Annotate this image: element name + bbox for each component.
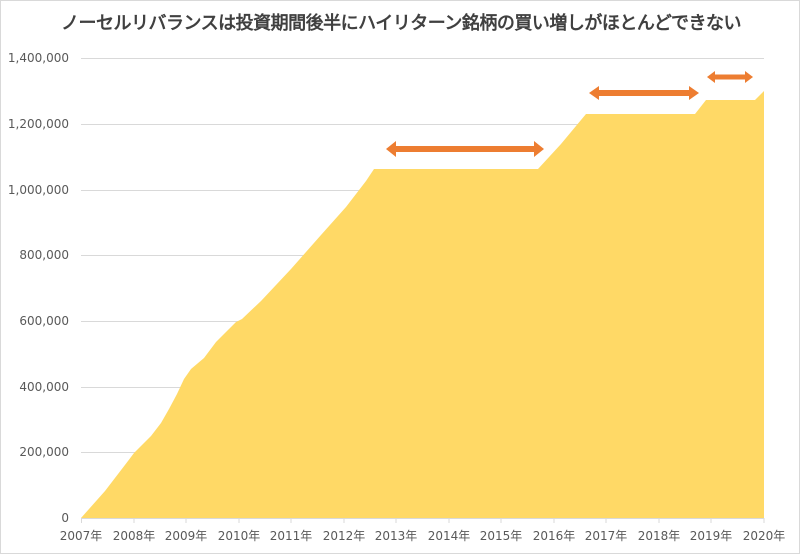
x-tick-label: 2013年 — [374, 529, 418, 543]
annotation-arrow-3 — [707, 71, 753, 83]
y-tick-label: 1,200,000 — [7, 117, 69, 131]
y-tick-label: 400,000 — [19, 380, 69, 394]
x-tick-label: 2020年 — [742, 529, 786, 543]
x-tick-label: 2014年 — [427, 529, 471, 543]
x-axis-ticks — [81, 518, 765, 523]
x-tick-label: 2007年 — [59, 529, 103, 543]
x-tick-label: 2010年 — [217, 529, 261, 543]
x-tick-label: 2017年 — [584, 529, 628, 543]
x-tick-label: 2018年 — [637, 529, 681, 543]
y-tick-label: 600,000 — [19, 314, 69, 328]
y-tick-label: 200,000 — [19, 445, 69, 459]
y-tick-label: 1,400,000 — [7, 51, 69, 65]
area-series — [81, 91, 764, 518]
chart-title: ノーセルリバランスは投資期間後半にハイリターン銘柄の買い増しがほとんどできない — [61, 13, 741, 34]
x-tick-label: 2015年 — [479, 529, 523, 543]
x-tick-label: 2012年 — [322, 529, 366, 543]
x-tick-label: 2016年 — [532, 529, 576, 543]
y-tick-label: 1,000,000 — [7, 183, 69, 197]
y-tick-label: 0 — [61, 511, 69, 525]
x-tick-label: 2008年 — [112, 529, 156, 543]
x-tick-label: 2011年 — [269, 529, 313, 543]
annotation-arrow-2 — [589, 86, 699, 100]
annotation-arrow-1 — [386, 141, 544, 157]
y-tick-label: 800,000 — [19, 248, 69, 262]
x-tick-label: 2019年 — [689, 529, 733, 543]
x-tick-label: 2009年 — [164, 529, 208, 543]
